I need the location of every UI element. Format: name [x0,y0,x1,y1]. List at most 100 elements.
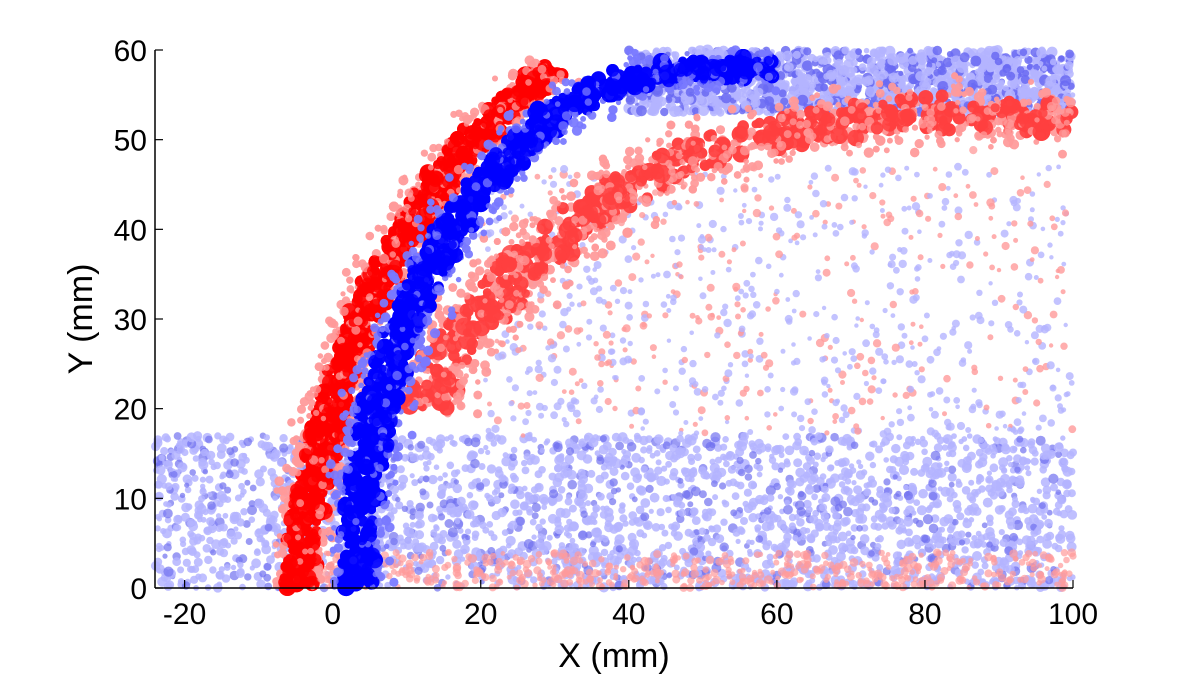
scatter-point-red [606,562,613,570]
scatter-point-blue [576,341,582,347]
scatter-point-blue [814,518,824,528]
scatter-point-blue [426,501,434,509]
scatter-point-blue [917,375,926,384]
scatter-point-red [1060,342,1068,350]
scatter-point-red [538,580,545,587]
scatter-point-blue [973,538,983,548]
scatter-point-red [785,550,794,559]
scatter-point-blue [665,450,675,461]
scatter-point-blue [946,526,955,534]
scatter-point-blue [789,387,799,396]
scatter-point-red [1043,180,1051,188]
scatter-point-blue [198,503,205,510]
scatter-point-blue [578,438,587,448]
scatter-point-red [639,321,648,330]
scatter-point-red [1057,266,1065,274]
scatter-point-blue [225,432,235,442]
scatter-point-red [831,173,840,182]
scatter-point-red [550,549,558,557]
scatter-point-blue [953,397,961,404]
scatter-point-red [577,327,584,333]
scatter-point-blue [905,360,914,368]
scatter-point-red [431,564,440,573]
scatter-point-blue [493,487,501,495]
scatter-point-red [796,576,804,584]
scatter-point-blue [206,536,214,545]
scatter-point-red [925,215,932,222]
scatter-point-red [933,548,942,557]
scatter-point-blue [993,437,1001,445]
scatter-point-red [908,234,914,240]
scatter-point-blue [407,444,414,451]
scatter-point-blue [492,495,502,505]
scatter-point-blue [951,433,957,439]
scatter-point-blue [594,534,603,543]
scatter-point-blue [723,460,730,468]
scatter-point-blue [883,478,891,486]
scatter-point-blue [225,470,234,479]
scatter-point-blue [911,202,921,211]
scatter-point-blue [1008,540,1015,547]
scatter-point-red [395,553,402,560]
scatter-point-red [1030,564,1038,572]
scatter-point-blue [764,386,771,393]
scatter-point-blue [717,399,724,406]
scatter-point-blue [865,451,875,461]
scatter-point-blue [947,472,957,482]
scatter-point-blue [870,440,878,448]
scatter-point-red [693,201,700,207]
scatter-point-blue [975,460,984,469]
scatter-point-red [574,381,580,387]
scatter-point-red [931,560,940,569]
scatter-point-red [597,380,604,387]
scatter-point-blue [774,173,781,180]
scatter-point-blue [661,529,669,537]
scatter-point-blue [666,338,672,343]
scatter-point-blue [486,521,494,528]
scatter-point-blue [964,341,973,350]
scatter-point-red [850,254,856,261]
scatter-point-blue [519,203,525,209]
scatter-point-blue [581,382,588,389]
scatter-point-blue [670,524,679,532]
scatter-point-blue [580,510,588,518]
scatter-point-red [678,274,684,280]
scatter-point-red [1037,574,1046,584]
scatter-point-blue [1039,466,1047,474]
scatter-point-blue [216,547,225,556]
scatter-point-red [991,234,997,240]
scatter-point-red [918,366,925,373]
scatter-point-blue [868,550,875,557]
scatter-point-blue [256,579,266,589]
scatter-point-red [493,416,502,425]
scatter-point-blue [765,540,773,547]
scatter-point-blue [647,475,654,482]
scatter-point-blue [867,475,876,483]
scatter-point-blue [755,457,762,465]
scatter-point-blue [746,567,752,573]
scatter-point-blue [799,527,808,535]
scatter-point-blue [901,205,908,212]
scatter-point-blue [249,484,257,492]
scatter-point-red [859,560,866,568]
scatter-point-red [909,289,915,295]
scatter-point-blue [203,527,211,534]
scatter-point-blue [818,498,824,505]
scatter-point-blue [177,578,185,585]
scatter-point-blue [677,477,684,484]
scatter-point-blue [863,482,870,489]
scatter-point-blue [826,383,831,389]
scatter-point-blue [670,530,678,537]
scatter-point-red [773,559,780,566]
scatter-point-blue [193,551,201,559]
scatter-point-red [481,553,491,563]
scatter-point-blue [692,445,701,454]
scatter-point-blue [961,486,971,495]
scatter-point-blue [567,174,573,180]
scatter-point-blue [164,516,172,524]
scatter-point-red [1013,237,1019,243]
scatter-point-blue [1056,164,1061,170]
scatter-point-red [855,572,862,579]
scatter-point-red [640,556,650,566]
scatter-point-blue [857,463,864,470]
